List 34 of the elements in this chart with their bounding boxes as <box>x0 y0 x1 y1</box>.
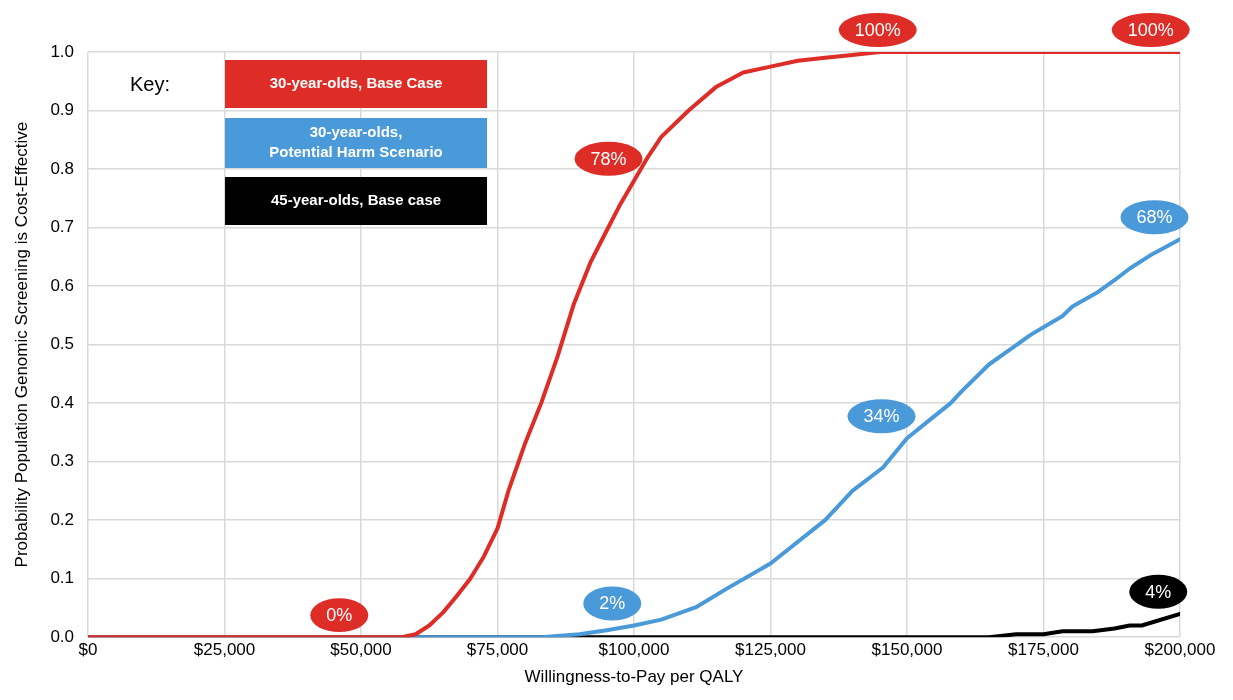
legend-title: Key: <box>130 72 171 95</box>
data-label: 2% <box>599 593 626 614</box>
x-tick-label: $200,000 <box>1144 640 1216 660</box>
y-tick-label: 0.6 <box>50 275 75 295</box>
data-label: 68% <box>1136 207 1173 228</box>
x-tick-label: $50,000 <box>330 640 392 660</box>
x-tick-label: $0 <box>78 640 98 660</box>
y-tick-label: 0.1 <box>50 568 75 588</box>
y-tick-label: 0.7 <box>50 217 75 237</box>
y-tick-label: 1.0 <box>50 41 75 61</box>
y-tick-label: 0.9 <box>50 100 75 120</box>
y-axis-title: Probability Population Genomic Screening is Cost-Effective <box>11 121 31 568</box>
x-tick-label: $75,000 <box>466 640 529 660</box>
x-tick-label: $125,000 <box>735 640 806 660</box>
data-label: 78% <box>590 148 627 169</box>
y-tick-label: 0.5 <box>50 334 75 354</box>
x-tick-label: $100,000 <box>598 640 670 660</box>
y-tick-label: 0.4 <box>50 392 75 412</box>
data-label: 34% <box>863 406 900 427</box>
text: 45-year-olds, Base case <box>270 191 442 209</box>
data-label: 4% <box>1145 581 1172 602</box>
x-tick-label: $25,000 <box>193 640 256 660</box>
text: 30-year-olds, Potential Harm Scenario <box>269 123 443 161</box>
y-tick-label: 0.2 <box>50 509 75 529</box>
data-label: 0% <box>326 605 353 626</box>
x-axis-title: Willingness-to-Pay per QALY <box>524 667 744 687</box>
x-tick-label: $150,000 <box>871 640 943 660</box>
x-tick-label: $175,000 <box>1008 640 1079 660</box>
data-label: 100% <box>854 19 901 40</box>
text: 30-year-olds, Base Case <box>269 74 443 92</box>
y-tick-label: 0.0 <box>50 626 75 646</box>
data-label: 100% <box>1127 19 1174 40</box>
y-tick-label: 0.8 <box>50 158 75 178</box>
y-tick-label: 0.3 <box>50 451 75 471</box>
